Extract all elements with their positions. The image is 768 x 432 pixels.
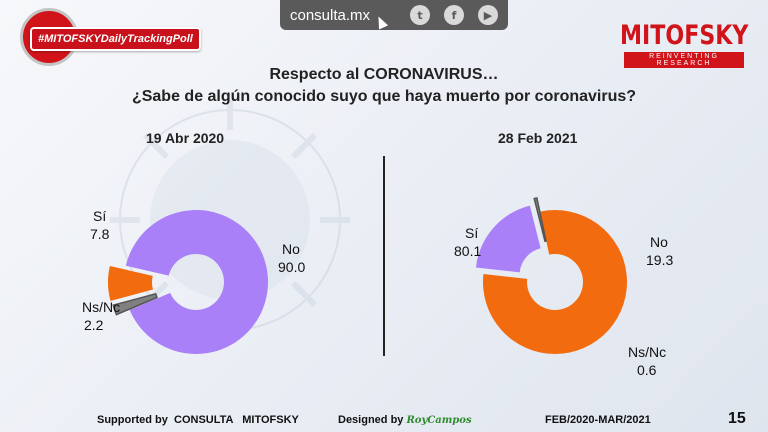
designer-signature: RoyCampos (406, 415, 472, 426)
facebook-icon[interactable]: f (444, 5, 464, 25)
chart-1-ns-value: 2.2 (84, 317, 104, 333)
chart-1-slice-ns (112, 292, 158, 316)
footer-designed: Designed by RoyCampos (338, 414, 472, 426)
hashtag-label: #MITOFSKYDailyTrackingPoll (30, 27, 201, 51)
slide-title: Respecto al CORONAVIRUS… (269, 66, 499, 83)
chart-1-no-label: No (282, 241, 300, 257)
youtube-icon[interactable]: ▶ (478, 5, 498, 25)
page-number: 15 (728, 410, 746, 427)
chart-2-slice-no (475, 205, 541, 273)
chart-2-si-label: Sí (465, 225, 479, 241)
footer-supported: Supported by CONSULTA MITOFSKY (97, 414, 299, 426)
chart-2-si-value: 80.1 (454, 243, 482, 259)
chart-2-ns-value: 0.6 (637, 362, 657, 378)
mitofsky-logo: MITOFSKY REINVENTING RESEARCH (620, 22, 768, 68)
chart-1-no-value: 90.0 (278, 259, 306, 275)
supported-label: Supported by (97, 414, 168, 426)
chart-2-no-value: 19.3 (646, 252, 674, 268)
logo-name: MITOFSKY (620, 20, 749, 51)
designed-label: Designed by (338, 414, 404, 426)
chart-2-slice-si (482, 210, 627, 355)
chart-1-slice-no (125, 210, 269, 354)
slide-question: ¿Sabe de algún conocido suyo que haya mu… (131, 88, 637, 105)
chart-2-slice-ns (533, 197, 547, 243)
chart-1-slice-si (108, 265, 153, 301)
chart-1-title: 19 Abr 2020 (146, 130, 225, 146)
site-link[interactable]: consulta.mx (290, 6, 371, 24)
chart-2-title: 28 Feb 2021 (498, 130, 578, 146)
twitter-icon[interactable]: t (410, 5, 430, 25)
supported-name: CONSULTA MITOFSKY (174, 414, 299, 426)
chart-1-si-label: Sí (93, 208, 107, 224)
chart-2-no-label: No (650, 234, 668, 250)
logo-tagline: REINVENTING RESEARCH (624, 52, 744, 68)
top-bar: consulta.mx t f ▶ (280, 0, 508, 30)
chart-2-ns-label: Ns/Nc (628, 344, 667, 360)
chart-1-ns-label: Ns/Nc (82, 299, 121, 315)
footer-period: FEB/2020-MAR/2021 (545, 414, 651, 426)
divider (383, 156, 385, 356)
chart-1-si-value: 7.8 (90, 226, 110, 242)
